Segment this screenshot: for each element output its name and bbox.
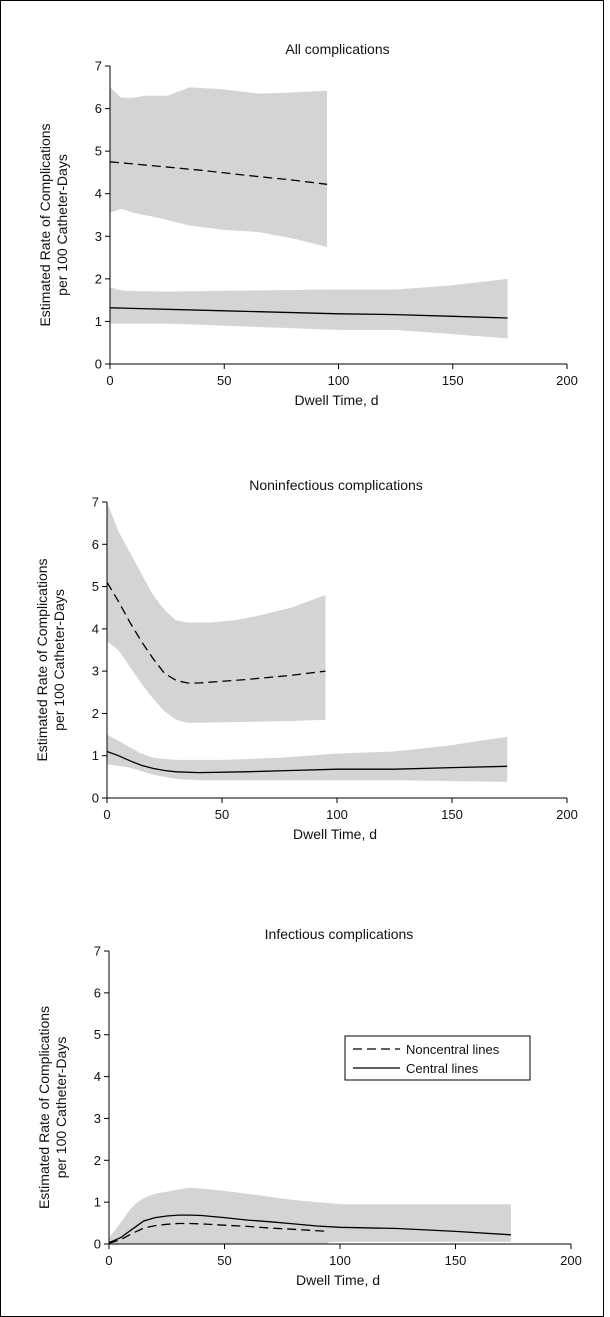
y-tick-label: 3 [92, 664, 99, 679]
confidence-band-solid [110, 278, 508, 339]
confidence-band-solid [107, 734, 508, 782]
y-tick-label: 1 [94, 1195, 101, 1210]
y-tick-label: 1 [92, 748, 99, 763]
x-tick-label: 100 [328, 373, 350, 388]
y-axis-label-line: per 100 Catheter-Days [51, 589, 67, 731]
x-tick-label: 100 [329, 1253, 351, 1268]
x-tick-label: 0 [103, 807, 110, 822]
x-tick-label: 150 [441, 807, 463, 822]
legend-box [344, 1035, 531, 1081]
y-tick-label: 6 [94, 985, 101, 1000]
series-line-solid [109, 307, 508, 319]
series-line-dashed [109, 161, 328, 185]
y-tick-label: 2 [94, 1153, 101, 1168]
chart-panel-2: 0 1 2 3 4 5 6 7 0 50 100 150 200 Noninfectious compli… [34, 477, 578, 842]
x-axis-label: Dwell Time, d [293, 826, 377, 842]
y-tick-label: 3 [95, 229, 102, 244]
y-axis-label-line: per 100 Catheter-Days [53, 1037, 69, 1179]
y-tick-label: 7 [94, 944, 101, 959]
y-tick-label: 4 [94, 1069, 101, 1084]
chart-title: Infectious complications [265, 926, 414, 942]
x-tick-label: 150 [442, 373, 464, 388]
x-tick-label: 50 [217, 373, 231, 388]
y-tick-label: 1 [95, 314, 102, 329]
x-axis-label: Dwell Time, d [296, 1272, 380, 1288]
legend-label: Noncentral lines [406, 1042, 500, 1057]
y-axis-label: Estimated Rate of Complicationsper 100 C… [34, 558, 67, 761]
x-tick-label: 0 [105, 1253, 112, 1268]
y-tick-label: 7 [95, 59, 102, 74]
chart-panel-1: 0 1 2 3 4 5 6 7 0 50 100 150 200 All complications Dwe… [37, 41, 578, 408]
y-tick-label: 2 [92, 706, 99, 721]
y-axis-label-line: Estimated Rate of Complications [36, 1006, 52, 1209]
x-tick-label: 200 [560, 1253, 582, 1268]
x-tick-label: 0 [106, 373, 113, 388]
y-axis-label-line: Estimated Rate of Complications [34, 558, 50, 761]
y-axis-label: Estimated Rate of Complicationsper 100 C… [37, 123, 70, 326]
y-tick-label: 4 [92, 621, 99, 636]
y-axis-label-line: per 100 Catheter-Days [54, 154, 70, 296]
legend: Noncentral lines Central lines [344, 1035, 531, 1081]
x-tick-label: 50 [217, 1253, 231, 1268]
x-tick-label: 100 [326, 807, 348, 822]
x-tick-label: 50 [215, 807, 229, 822]
y-axis-label: Estimated Rate of Complicationsper 100 C… [36, 1006, 69, 1209]
chart-title: All complications [285, 41, 389, 57]
y-tick-label: 0 [94, 1237, 101, 1252]
x-tick-label: 200 [556, 373, 578, 388]
y-tick-label: 3 [94, 1111, 101, 1126]
legend-label: Central lines [406, 1061, 479, 1076]
x-tick-label: 200 [556, 807, 578, 822]
chart-title: Noninfectious complications [249, 477, 423, 493]
y-tick-label: 6 [95, 101, 102, 116]
chart-panel-3: 0 1 2 3 4 5 6 7 0 50 100 150 200 Infectious complicat… [36, 926, 582, 1288]
series-line-solid [108, 1214, 511, 1244]
series-line-dashed [108, 1222, 329, 1244]
y-tick-label: 5 [94, 1027, 101, 1042]
y-tick-label: 5 [92, 579, 99, 594]
y-tick-label: 7 [92, 495, 99, 510]
y-tick-label: 4 [95, 186, 102, 201]
y-tick-label: 0 [92, 791, 99, 806]
confidence-band-solid [109, 1187, 511, 1244]
series-line-dashed [106, 581, 326, 684]
y-tick-label: 2 [95, 271, 102, 286]
x-axis-label: Dwell Time, d [294, 392, 378, 408]
y-axis-label-line: Estimated Rate of Complications [37, 123, 53, 326]
y-tick-label: 0 [95, 357, 102, 372]
confidence-band-dashed [107, 502, 326, 723]
x-tick-label: 150 [445, 1253, 467, 1268]
series-line-solid [106, 750, 508, 774]
confidence-band-dashed [110, 87, 328, 247]
y-tick-label: 6 [92, 537, 99, 552]
y-tick-label: 5 [95, 144, 102, 159]
